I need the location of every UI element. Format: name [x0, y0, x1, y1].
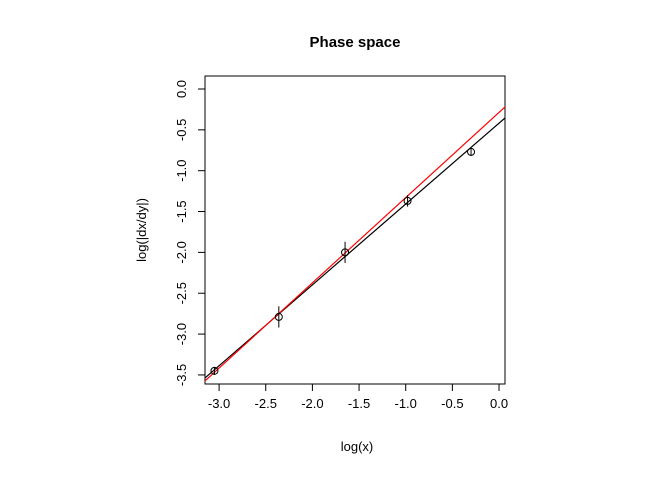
x-tick-label: -3.0 [208, 396, 230, 411]
y-tick-label: -0.5 [174, 119, 189, 141]
data-point [467, 147, 476, 156]
plot-title: Phase space [310, 34, 401, 51]
y-tick-label: -1.0 [174, 159, 189, 181]
y-tick-label: -2.0 [174, 241, 189, 263]
x-tick-label: -2.5 [255, 396, 277, 411]
y-axis-label: log(|dx/dy|) [134, 198, 149, 262]
fit-line [204, 117, 506, 379]
plot-box [204, 75, 506, 385]
x-axis-label: log(x) [341, 439, 374, 454]
x-tick-label: -1.5 [348, 396, 370, 411]
data-point [274, 312, 283, 321]
y-tick-label: 0.0 [174, 80, 189, 98]
data-point [403, 196, 412, 205]
y-tick-label: -2.5 [174, 282, 189, 304]
data-point [210, 366, 219, 375]
y-tick-label: -3.0 [174, 323, 189, 345]
plot-content: -3.0 -2.5 -2.0 -1.5 -1.0 -0.5 0.0 0.0 -0.5 -1.0 -1… [174, 75, 508, 411]
x-tick-label: 0.0 [490, 396, 508, 411]
reference-line [204, 106, 506, 382]
x-tick-label: -2.0 [301, 396, 323, 411]
y-tick-label: -1.5 [174, 200, 189, 222]
x-tick-label: -0.5 [441, 396, 463, 411]
x-tick-label: -1.0 [395, 396, 417, 411]
y-tick-label: -3.5 [174, 364, 189, 386]
data-point [341, 248, 350, 257]
